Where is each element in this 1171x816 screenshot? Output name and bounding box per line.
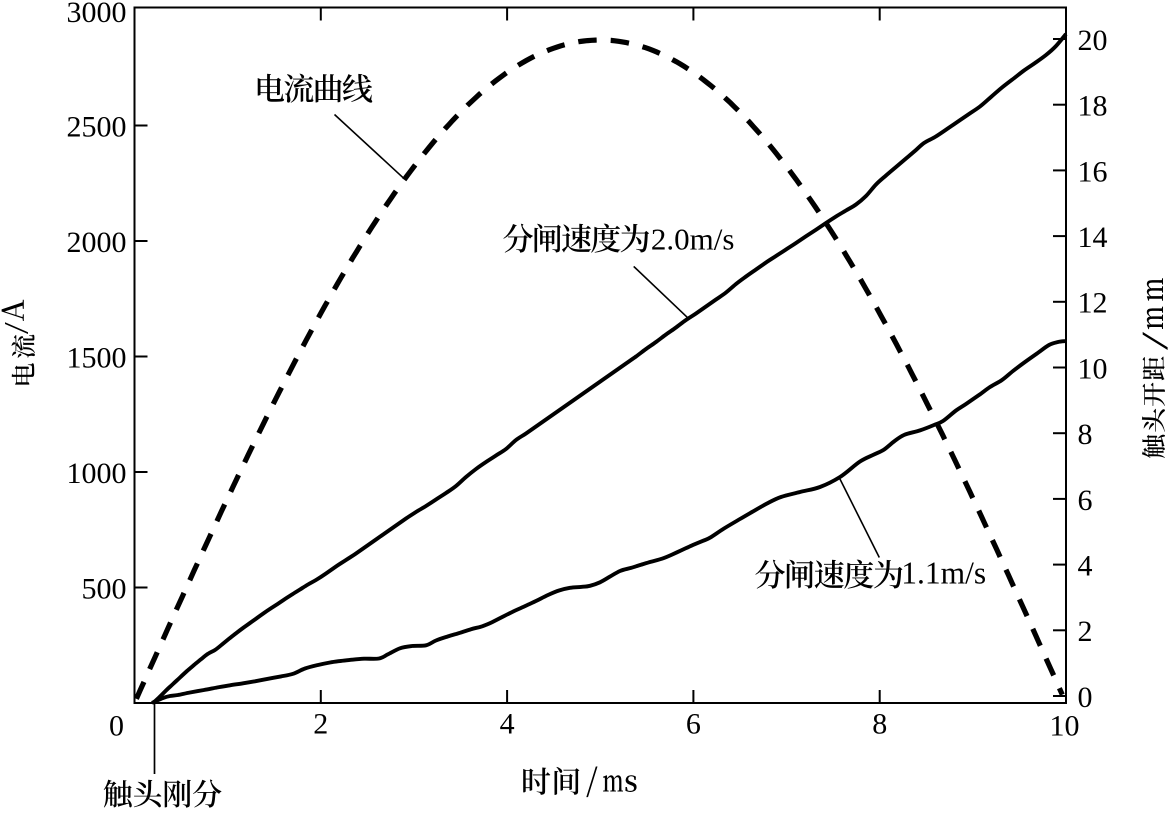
svg-text:2: 2: [1078, 615, 1093, 648]
svg-text:2000: 2000: [67, 226, 127, 259]
svg-text:0: 0: [109, 709, 124, 742]
svg-text:8: 8: [872, 707, 887, 740]
svg-text:12: 12: [1078, 287, 1108, 320]
svg-text:2.0m/s: 2.0m/s: [651, 222, 735, 257]
svg-text:1.1m/s: 1.1m/s: [901, 556, 986, 591]
svg-text:0: 0: [1078, 681, 1093, 714]
svg-text:20: 20: [1078, 24, 1108, 57]
svg-text:6: 6: [686, 707, 701, 740]
svg-text:2: 2: [313, 707, 328, 740]
svg-text:10: 10: [1050, 709, 1080, 742]
svg-text:8: 8: [1078, 418, 1093, 451]
svg-text:4: 4: [1078, 550, 1093, 583]
svg-text:3000: 3000: [67, 0, 127, 29]
svg-text:16: 16: [1078, 155, 1108, 188]
svg-text:6: 6: [1078, 484, 1093, 517]
svg-text:4: 4: [500, 707, 515, 740]
svg-text:1000: 1000: [67, 457, 127, 490]
svg-text:18: 18: [1078, 90, 1108, 123]
svg-text:2500: 2500: [67, 110, 127, 143]
svg-text:500: 500: [82, 572, 127, 605]
svg-text:1500: 1500: [67, 341, 127, 374]
svg-text:14: 14: [1078, 221, 1108, 254]
svg-text:10: 10: [1078, 352, 1108, 385]
